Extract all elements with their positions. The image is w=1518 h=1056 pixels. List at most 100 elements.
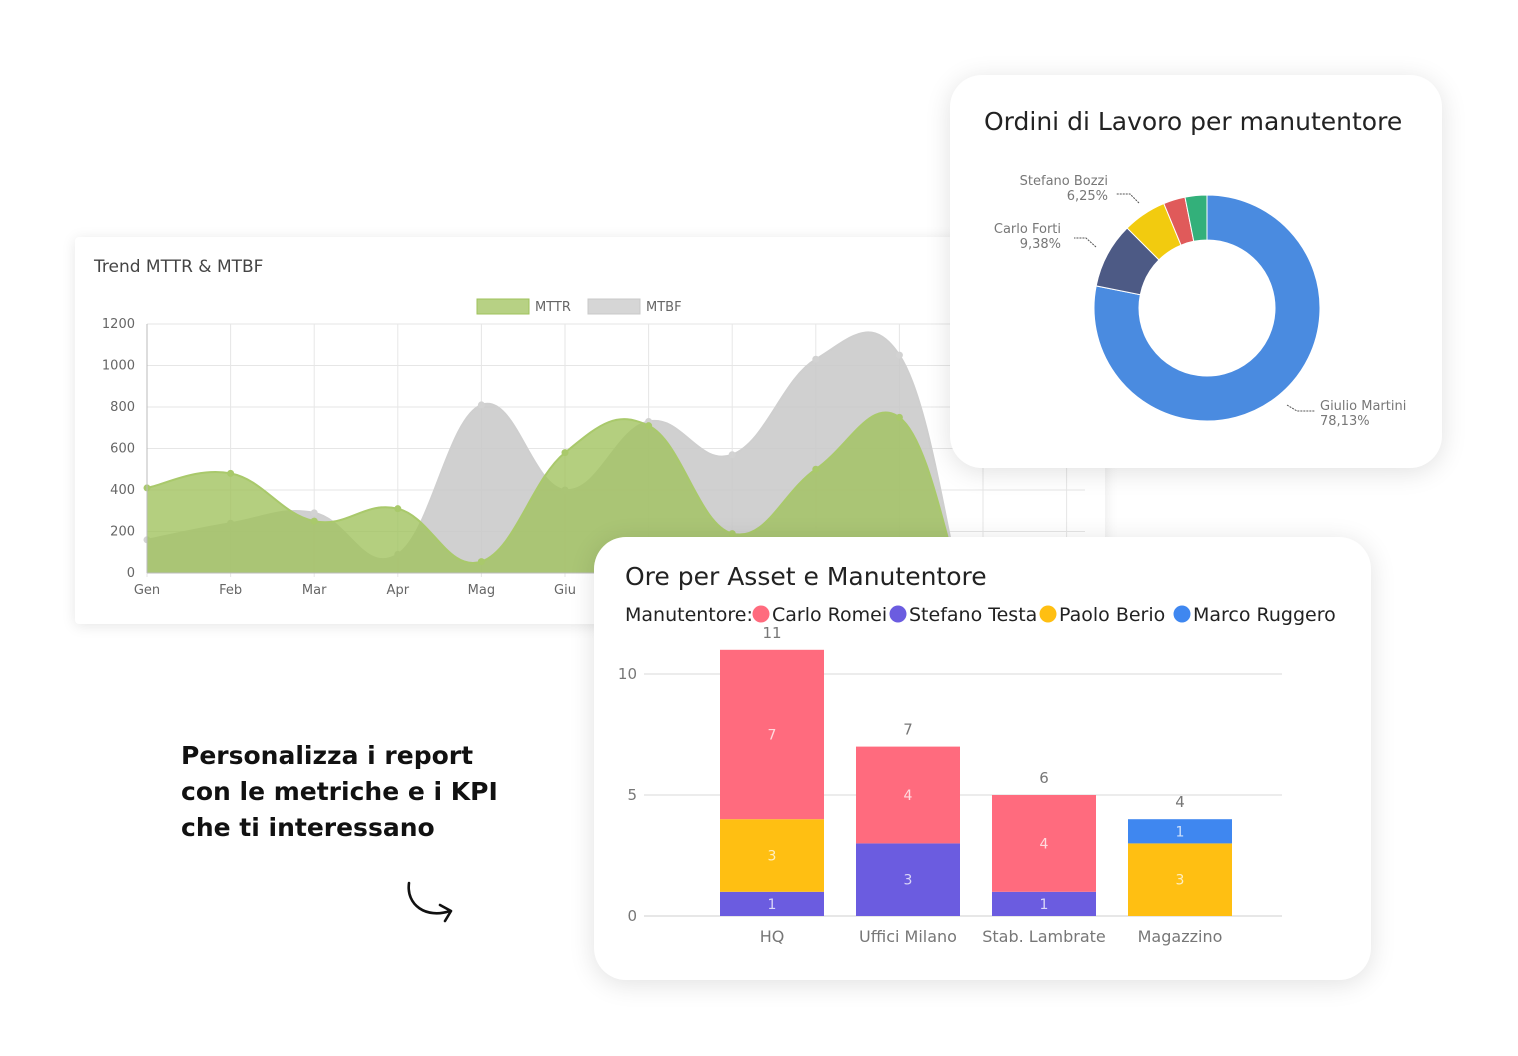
bar-segment-label: 4: [904, 788, 913, 804]
bar-segment-label: 1: [768, 897, 777, 913]
x-category-label: Magazzino: [1138, 927, 1223, 946]
donut-slice: [1093, 194, 1321, 422]
promo-line: che ti interessano: [181, 813, 435, 842]
y-tick-label: 800: [110, 400, 135, 415]
promo-line: con le metriche e i KPI: [181, 777, 498, 806]
bar-total-label: 6: [1039, 769, 1049, 787]
mttr-point: [477, 558, 485, 566]
x-tick-label: Giu: [554, 583, 576, 598]
legend-title: Manutentore:: [625, 604, 753, 626]
donut-label-value: 78,13%: [1320, 414, 1370, 429]
y-tick-label: 600: [110, 442, 135, 457]
legend-label: Carlo Romei: [772, 604, 887, 626]
donut-label-value: 9,38%: [1020, 237, 1061, 252]
bar-segment: [1128, 819, 1232, 844]
donut-chart: Ordini di Lavoro per manutentore Giulio …: [984, 107, 1406, 429]
x-category-label: Stab. Lambrate: [982, 927, 1106, 946]
donut-leader-line: [1074, 237, 1097, 248]
bar-segment-label: 1: [1040, 897, 1049, 913]
legend-dot: [752, 605, 770, 623]
mttr-point: [310, 517, 318, 525]
mttr-point: [728, 530, 736, 538]
x-category-label: Uffici Milano: [859, 927, 957, 946]
y-tick-label: 10: [618, 665, 637, 683]
x-tick-label: Apr: [387, 583, 410, 598]
legend-label: MTTR: [535, 300, 571, 315]
bar-chart-card: Ore per Asset e Manutentore Manutentore:…: [594, 537, 1371, 980]
y-tick-label: 5: [627, 786, 637, 804]
donut-label-value: 6,25%: [1067, 189, 1108, 204]
mtbf-point: [895, 351, 903, 359]
legend-label: Paolo Berio: [1059, 604, 1165, 626]
bar-total-label: 11: [762, 624, 781, 642]
trend-chart-title: Trend MTTR & MTBF: [93, 257, 263, 277]
trend-chart-card: Trend MTTR & MTBF MTTR MTBF 0 200 400 600 800…: [75, 237, 1105, 624]
donut-label-name: Giulio Martini: [1320, 399, 1406, 414]
legend-label: Marco Ruggero: [1193, 604, 1336, 626]
bar-segment-label: 1: [1176, 824, 1185, 840]
x-tick-label: Feb: [219, 583, 242, 598]
mttr-line: [146, 411, 959, 574]
legend-swatch: [587, 298, 641, 315]
x-category-label: HQ: [760, 927, 785, 946]
bar-segment: [856, 843, 960, 916]
y-tick-label: 1200: [102, 317, 135, 332]
bar-segment: [720, 649, 824, 820]
bar-segment-label: 3: [904, 873, 913, 889]
bar-chart-title: Ore per Asset e Manutentore: [625, 562, 987, 591]
promo-line: Personalizza i report: [181, 741, 474, 770]
bar-segment: [1128, 843, 1232, 916]
y-tick-label: 0: [627, 907, 637, 925]
legend-label: MTBF: [646, 300, 682, 315]
bar-chart: Ore per Asset e Manutentore Manutentore:…: [618, 562, 1336, 946]
donut-leader-line: [1116, 193, 1140, 204]
mttr-point: [561, 449, 569, 457]
mtbf-area: [147, 332, 958, 573]
trend-areas: [143, 331, 959, 574]
bar-segment-label: 3: [768, 849, 777, 865]
bar-segment: [992, 891, 1096, 916]
bar-total-label: 7: [903, 721, 913, 739]
mttr-point: [895, 413, 903, 421]
donut-chart-card: Ordini di Lavoro per manutentore Giulio …: [950, 75, 1442, 468]
mtbf-point: [310, 509, 318, 517]
donut-label-name: Carlo Forti: [994, 222, 1061, 237]
mttr-point: [227, 469, 235, 477]
legend-swatch: [476, 298, 530, 315]
bar-segment-label: 3: [1176, 873, 1185, 889]
donut-slice: [1184, 194, 1208, 242]
mtbf-point: [728, 451, 736, 459]
bar-segment-label: 7: [768, 728, 777, 744]
bar-segment: [856, 746, 960, 844]
promo-text: Personalizza i report con le metriche e …: [181, 738, 541, 846]
donut-label-name: Stefano Bozzi: [1020, 174, 1108, 189]
x-tick-label: Mag: [468, 583, 495, 598]
mttr-point: [645, 422, 653, 430]
bar-segment: [720, 819, 824, 892]
mtbf-point: [477, 401, 485, 409]
mttr-point: [394, 505, 402, 513]
trend-chart: Trend MTTR & MTBF MTTR MTBF 0 200 400 600 800…: [93, 257, 1085, 598]
mttr-point: [812, 465, 820, 473]
y-tick-label: 400: [110, 483, 135, 498]
curved-arrow-icon: [407, 881, 453, 923]
y-tick-label: 1000: [102, 359, 135, 374]
bar-segment: [720, 891, 824, 916]
trend-legend: MTTR MTBF: [476, 298, 682, 315]
donut-chart-title: Ordini di Lavoro per manutentore: [984, 107, 1402, 136]
mttr-area: [147, 412, 958, 573]
legend-label: Stefano Testa: [909, 604, 1037, 626]
donut-slices: [1093, 194, 1321, 422]
bar-segment-label: 4: [1040, 836, 1049, 852]
legend-dot: [889, 605, 907, 623]
x-tick-label: Gen: [134, 583, 160, 598]
bar-total-label: 4: [1175, 793, 1185, 811]
legend-dot: [1173, 605, 1191, 623]
legend-dot: [1039, 605, 1057, 623]
bar-segment: [992, 795, 1096, 892]
bar-bars: 1 3 7 11 HQ 3 4 7 Uffici Milano 1 4 6 Stab. Lambrate…: [720, 624, 1232, 946]
x-tick-label: Mar: [302, 583, 327, 598]
bar-legend: Manutentore: Carlo Romei Stefano Testa Paol…: [625, 604, 1336, 626]
y-tick-label: 0: [127, 566, 135, 581]
